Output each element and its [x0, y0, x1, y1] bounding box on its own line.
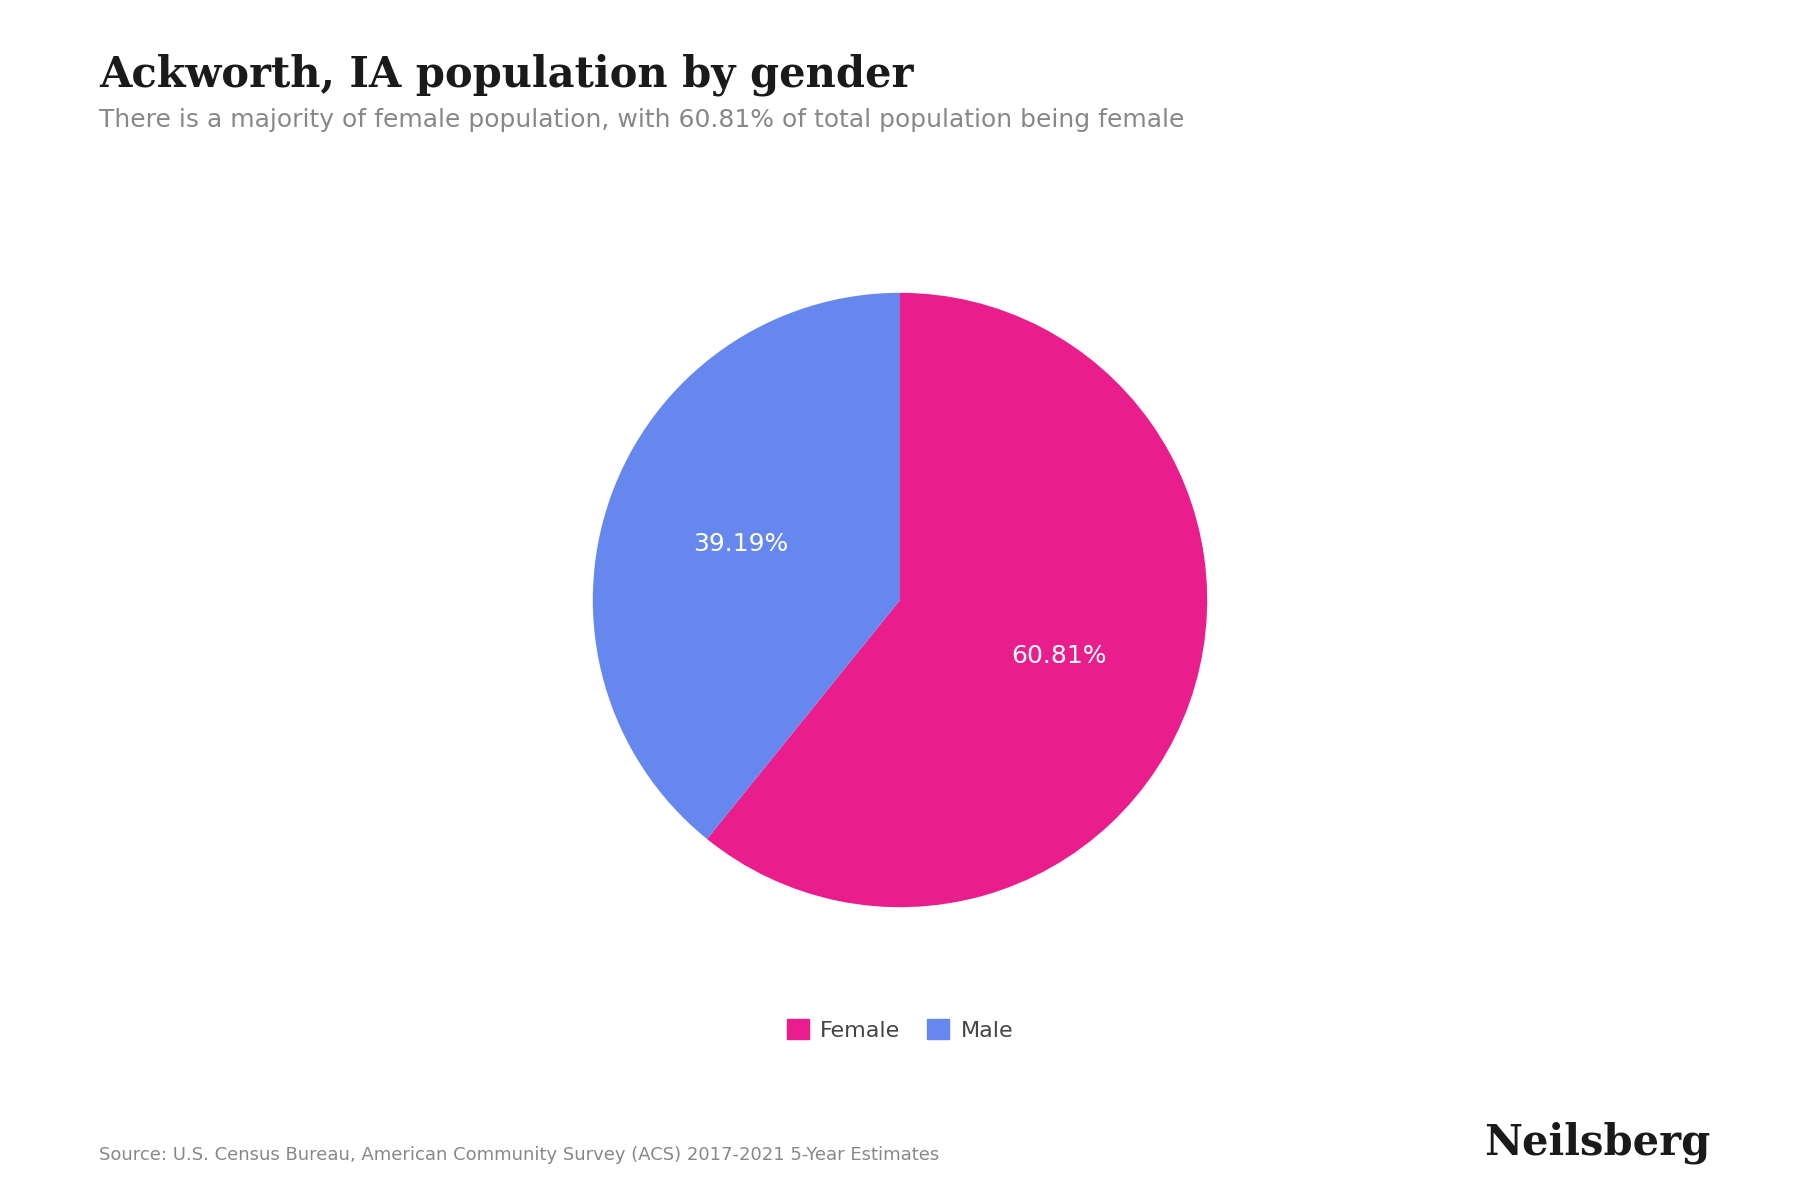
- Wedge shape: [707, 293, 1208, 907]
- Text: Source: U.S. Census Bureau, American Community Survey (ACS) 2017-2021 5-Year Est: Source: U.S. Census Bureau, American Com…: [99, 1146, 940, 1164]
- Text: 39.19%: 39.19%: [693, 532, 788, 556]
- Text: 60.81%: 60.81%: [1012, 644, 1107, 668]
- Legend: Female, Male: Female, Male: [778, 1010, 1022, 1050]
- Text: Ackworth, IA population by gender: Ackworth, IA population by gender: [99, 54, 913, 96]
- Wedge shape: [592, 293, 900, 839]
- Text: Neilsberg: Neilsberg: [1483, 1122, 1710, 1164]
- Text: There is a majority of female population, with 60.81% of total population being : There is a majority of female population…: [99, 108, 1184, 132]
